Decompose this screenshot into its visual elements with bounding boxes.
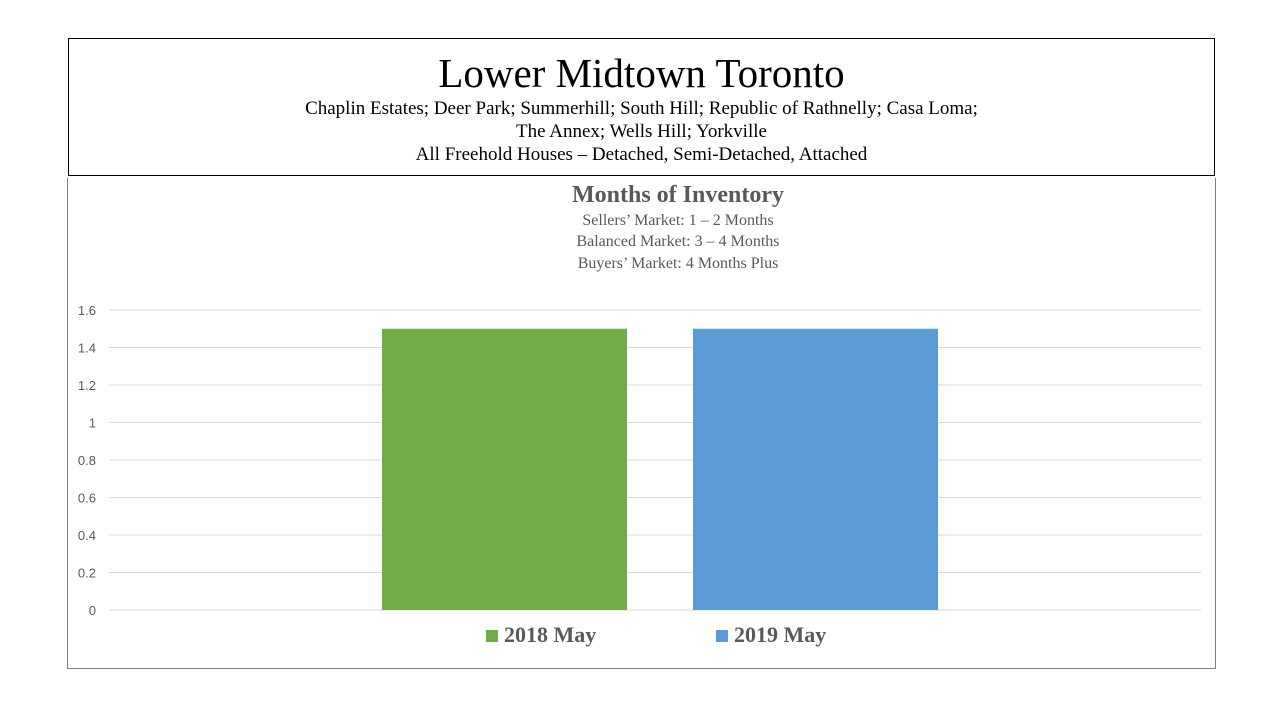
bar-2019-may	[693, 328, 938, 610]
y-tick-label: 0	[89, 603, 96, 618]
y-tick-label: 0.2	[78, 566, 96, 581]
bar-2018-may	[382, 328, 627, 610]
legend-swatch	[486, 630, 498, 642]
header-panel: Lower Midtown Toronto Chaplin Estates; D…	[68, 38, 1215, 176]
neighbourhoods-line-2: The Annex; Wells Hill; Yorkville	[516, 121, 767, 142]
chart-title: Months of Inventory	[572, 182, 784, 208]
y-tick-label: 1.2	[78, 378, 96, 393]
y-tick-label: 0.4	[78, 528, 96, 543]
bar-chart: Months of Inventory Sellers’ Market: 1 –…	[78, 182, 1201, 647]
chart-subtitle-buyers: Buyers’ Market: 4 Months Plus	[578, 255, 779, 272]
y-tick-label: 0.8	[78, 453, 96, 468]
y-tick-label: 1.6	[78, 303, 96, 318]
legend-label: 2019 May	[734, 622, 826, 647]
chart-panel: Months of Inventory Sellers’ Market: 1 –…	[67, 178, 1216, 669]
y-tick-label: 1.4	[78, 341, 96, 356]
y-tick-label: 0.6	[78, 491, 96, 506]
page-title: Lower Midtown Toronto	[438, 50, 845, 96]
legend-swatch	[716, 630, 728, 642]
chart-subtitle-balanced: Balanced Market: 3 – 4 Months	[576, 233, 779, 250]
neighbourhoods-line-1: Chaplin Estates; Deer Park; Summerhill; …	[305, 98, 978, 119]
y-tick-label: 1	[89, 416, 96, 431]
property-types-line: All Freehold Houses – Detached, Semi-Det…	[415, 144, 868, 165]
legend-label: 2018 May	[504, 622, 596, 647]
chart-subtitle-sellers: Sellers’ Market: 1 – 2 Months	[582, 212, 773, 229]
